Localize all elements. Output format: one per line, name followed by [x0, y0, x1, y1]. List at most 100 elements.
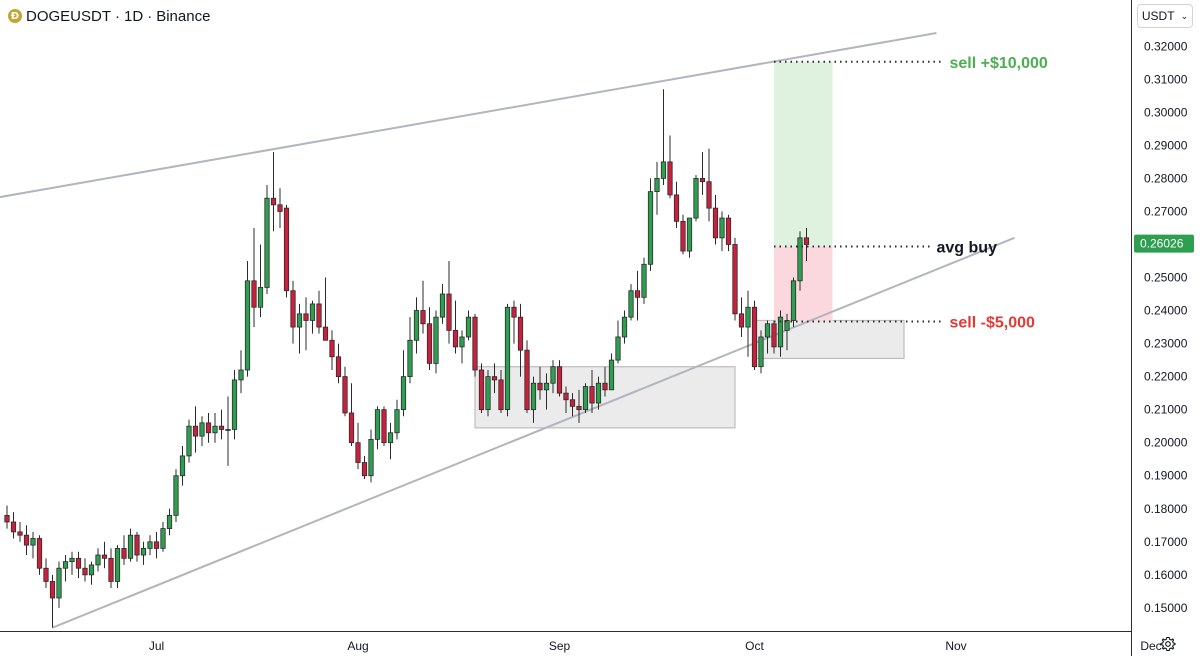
candle-body — [452, 329, 459, 348]
candle-up — [628, 284, 634, 321]
candle-up — [173, 469, 179, 522]
price-tick-label: 0.28000 — [1144, 171, 1188, 185]
candle-body — [511, 306, 517, 318]
candle-body — [10, 521, 17, 533]
candle-up — [114, 545, 121, 589]
candle-body — [446, 293, 452, 331]
currency-selector-button[interactable]: USDT ⌄ — [1137, 4, 1193, 28]
candle-body — [693, 177, 699, 219]
candle-up — [309, 300, 316, 334]
time-tick-label: Dec — [1140, 639, 1161, 653]
candle-down — [680, 214, 686, 255]
candle-body — [69, 557, 75, 563]
price-tick-label: 0.15000 — [1144, 601, 1188, 615]
candle-down — [335, 343, 342, 384]
candle-body — [472, 316, 478, 371]
candle-body — [140, 548, 147, 556]
candle-body — [426, 323, 433, 364]
candle-body — [777, 316, 784, 348]
candle-down — [43, 558, 49, 589]
candle-down — [17, 521, 23, 542]
candle-down — [361, 455, 368, 480]
symbol-name: DOGEUSDT — [26, 7, 112, 25]
candle-down — [699, 151, 706, 195]
candle-body — [348, 412, 355, 444]
candle-down — [316, 290, 322, 334]
candle-body — [517, 316, 524, 351]
candle-up — [225, 396, 231, 466]
candle-down — [153, 531, 160, 559]
candle-down — [205, 412, 212, 443]
candle-body — [361, 462, 368, 477]
candle-body — [504, 306, 511, 411]
candle-body — [764, 323, 771, 338]
candle-down — [283, 204, 290, 298]
price-tick-label: 0.21000 — [1144, 403, 1188, 417]
candle-down — [82, 558, 88, 582]
candle-down — [251, 227, 257, 328]
candle-up — [212, 412, 218, 443]
candle-up — [407, 317, 413, 384]
candle-body — [589, 386, 595, 404]
candle-up — [797, 231, 803, 291]
time-tick-label: Nov — [945, 639, 966, 653]
candle-body — [394, 409, 400, 434]
candle-up — [621, 310, 628, 344]
candle-up — [186, 419, 192, 463]
candle-down — [472, 313, 478, 377]
candle-up — [485, 370, 491, 417]
candle-down — [192, 406, 199, 453]
candle-body — [686, 217, 693, 252]
candle-up — [543, 373, 550, 410]
time-tick-label: Sep — [549, 639, 571, 653]
candle-body — [264, 197, 270, 288]
candle-body — [17, 531, 23, 536]
candle-body — [56, 567, 62, 599]
candle-body — [478, 369, 485, 411]
candle-body — [374, 409, 381, 440]
candle-body — [413, 310, 420, 341]
support-zone — [753, 319, 905, 360]
trendline — [52, 236, 1015, 629]
candle-body — [316, 303, 322, 328]
candle-body — [218, 425, 225, 430]
candle-up — [199, 416, 205, 446]
candle-body — [231, 379, 238, 430]
candle-down — [634, 270, 641, 321]
trendline — [0, 32, 937, 199]
candle-body — [387, 432, 394, 444]
time-tick-label: Aug — [347, 639, 368, 653]
candle-down — [725, 214, 732, 252]
candle-body — [101, 554, 108, 559]
price-tick-label: 0.20000 — [1144, 436, 1188, 450]
candle-body — [751, 306, 758, 368]
candle-body — [459, 336, 465, 348]
candle-body — [706, 181, 712, 209]
candle-body — [342, 376, 348, 414]
candle-body — [173, 475, 179, 516]
candle-down — [348, 383, 355, 446]
candle-body — [186, 425, 192, 457]
candle-body — [147, 541, 153, 549]
settings-gear-icon[interactable] — [1158, 634, 1178, 654]
candle-up — [647, 178, 654, 271]
candle-down — [4, 505, 10, 529]
candle-body — [381, 409, 387, 444]
candle-up — [30, 531, 36, 559]
exchange-label: Binance — [156, 7, 211, 25]
candle-body — [803, 237, 810, 245]
candle-up — [264, 185, 270, 295]
candle-body — [582, 386, 589, 411]
candle-body — [647, 191, 654, 265]
candle-up — [127, 528, 134, 562]
candle-body — [368, 438, 374, 477]
candle-up — [465, 310, 472, 341]
candle-down — [563, 386, 569, 413]
candle-up — [660, 89, 667, 186]
candle-down — [270, 151, 277, 232]
candle-body — [569, 399, 576, 407]
candle-down — [322, 277, 329, 341]
candle-up — [758, 330, 764, 374]
candle-body — [355, 442, 361, 463]
